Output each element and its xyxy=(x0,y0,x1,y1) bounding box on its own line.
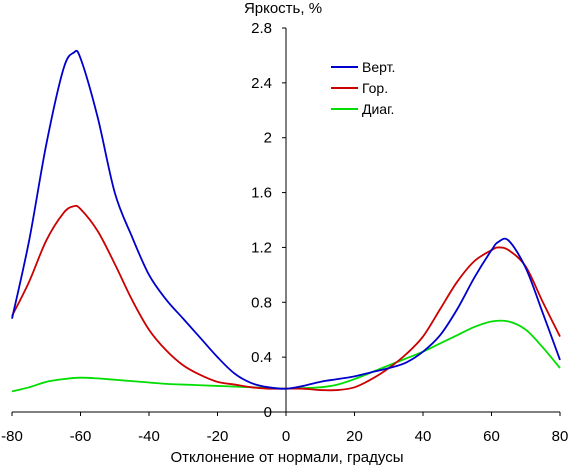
y-tick-label: 2 xyxy=(264,130,272,147)
series-line-1 xyxy=(11,49,561,390)
y-tick-label: 2.8 xyxy=(251,20,272,37)
y-tick-label: 1.2 xyxy=(251,239,272,256)
x-tick-label: -20 xyxy=(207,428,229,445)
x-tick-label: 0 xyxy=(282,428,290,445)
axes: 0 0.4 0.8 1.2 1.6 2 2.4 2.8 -80 -60 -40 -20 0 20 40 60 8… xyxy=(1,20,568,445)
y-tick-label: 1.6 xyxy=(251,185,272,202)
legend: Верт. Гор. Диаг. xyxy=(331,59,395,117)
legend-label: Диаг. xyxy=(362,101,394,117)
x-tick-label: 40 xyxy=(415,428,432,445)
legend-label: Гор. xyxy=(362,80,388,96)
x-axis-label: Отклонение от нормали, градусы xyxy=(171,449,404,466)
x-tick-label: -80 xyxy=(1,428,23,445)
y-tick-label: 0 xyxy=(264,404,272,421)
legend-label: Верт. xyxy=(362,59,395,75)
series-layer xyxy=(11,49,561,393)
y-tick-label: 2.4 xyxy=(251,75,272,92)
y-tick-label: 0.4 xyxy=(251,349,272,366)
y-tick-label: 0.8 xyxy=(251,294,272,311)
x-tick-label: -60 xyxy=(70,428,92,445)
x-tick-label: -40 xyxy=(138,428,160,445)
x-tick-label: 60 xyxy=(483,428,500,445)
x-tick-label: 80 xyxy=(552,428,568,445)
y-axis-label: Яркость, % xyxy=(244,0,322,17)
x-tick-label: 20 xyxy=(346,428,363,445)
